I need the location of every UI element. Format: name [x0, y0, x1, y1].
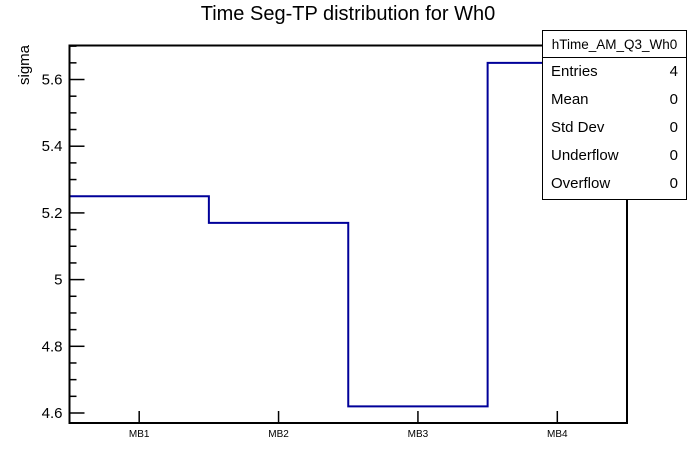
stat-value: 0 [669, 146, 678, 164]
plot-frame [68, 44, 628, 424]
x-tick-label: MB1 [129, 429, 150, 440]
stat-label: Underflow [551, 146, 619, 164]
y-tick-label: 5.2 [42, 205, 63, 222]
y-tick-label: 5.6 [42, 72, 63, 89]
y-tick-label: 4.6 [42, 405, 63, 422]
stat-row-underflow: Underflow 0 [543, 141, 686, 169]
y-axis-title: sigma [16, 44, 33, 85]
stats-rows: Entries 4 Mean 0 Std Dev 0 Underflow 0 O… [543, 58, 686, 197]
stat-label: Overflow [551, 174, 611, 192]
stat-label: Entries [551, 63, 598, 81]
y-tick-label: 5.4 [42, 138, 63, 155]
stat-label: Std Dev [551, 118, 605, 136]
stat-row-entries: Entries 4 [543, 58, 686, 86]
stat-row-stddev: Std Dev 0 [543, 114, 686, 142]
stat-row-mean: Mean 0 [543, 86, 686, 114]
stat-label: Mean [551, 91, 589, 109]
x-tick-label: MB4 [547, 429, 568, 440]
stats-box: hTime_AM_Q3_Wh0 Entries 4 Mean 0 Std Dev… [542, 30, 687, 200]
stat-row-overflow: Overflow 0 [543, 169, 686, 197]
y-tick-label: 5 [54, 272, 62, 289]
stat-value: 0 [669, 174, 678, 192]
stats-box-title: hTime_AM_Q3_Wh0 [543, 31, 686, 58]
y-tick-label: 4.8 [42, 338, 63, 355]
x-tick-label: MB3 [408, 429, 429, 440]
chart-title: Time Seg-TP distribution for Wh0 [200, 3, 496, 25]
x-tick-label: MB2 [268, 429, 289, 440]
stat-value: 4 [669, 63, 678, 81]
stat-value: 0 [669, 118, 678, 136]
stat-value: 0 [669, 91, 678, 109]
